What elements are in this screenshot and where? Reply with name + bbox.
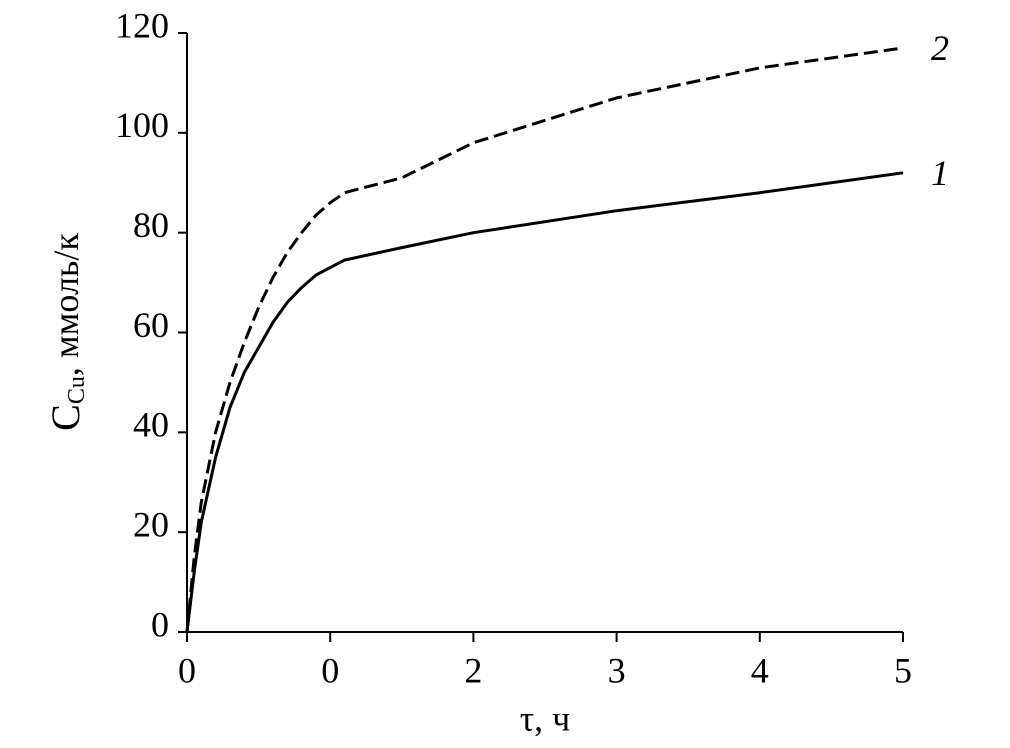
y-tick-label: 100 — [115, 105, 169, 145]
y-label-main: C — [43, 404, 88, 431]
x-tick-label: 0 — [321, 650, 339, 690]
series-label: 1 — [931, 153, 949, 193]
x-tick-label: 0 — [178, 650, 196, 690]
x-tick-label: 2 — [464, 650, 482, 690]
y-tick-label: 80 — [133, 205, 169, 245]
x-axis-label: τ, ч — [520, 698, 571, 738]
x-tick-label: 5 — [894, 650, 912, 690]
y-tick-label: 0 — [151, 604, 169, 644]
y-tick-label: 60 — [133, 305, 169, 345]
x-tick-label: 4 — [751, 650, 769, 690]
y-label-sub: Cu — [64, 376, 90, 404]
y-axis-label: CCu, ммоль/к — [43, 233, 89, 431]
y-tick-label: 40 — [133, 405, 169, 445]
series-label: 2 — [931, 28, 949, 68]
series-line — [185, 46, 904, 633]
y-tick-label: 120 — [115, 5, 169, 45]
x-tick-label: 3 — [608, 650, 626, 690]
y-tick-label: 20 — [133, 504, 169, 544]
series-line — [185, 171, 904, 633]
y-label-unit: , ммоль/к — [46, 233, 86, 376]
